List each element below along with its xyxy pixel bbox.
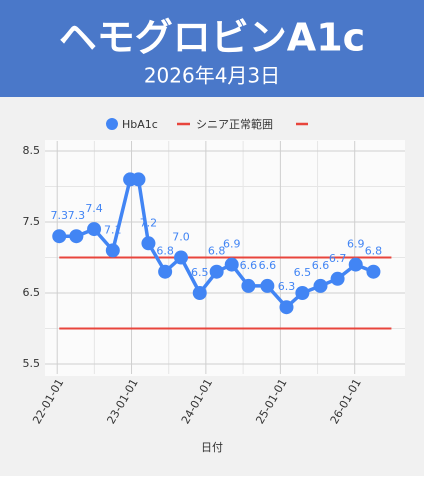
- data-label: 6.8: [156, 245, 174, 258]
- data-label: 7.0: [172, 231, 190, 244]
- data-label: 6.8: [208, 245, 226, 258]
- data-label: 6.5: [191, 266, 209, 279]
- legend-marker: [106, 118, 118, 130]
- data-label: 7.3: [68, 209, 86, 222]
- header-bar: [0, 0, 424, 97]
- data-label: 6.9: [347, 238, 365, 251]
- y-tick-label: 8.5: [23, 144, 41, 157]
- data-label: 6.5: [294, 266, 312, 279]
- data-point: [295, 286, 310, 300]
- y-tick-label: 6.5: [23, 286, 41, 299]
- data-point: [158, 264, 173, 279]
- data-point: [260, 278, 275, 293]
- x-axis-title: 日付: [201, 441, 223, 454]
- header-title: ヘモグロビンA1c: [59, 16, 365, 60]
- data-point: [224, 257, 239, 272]
- data-label: 6.3: [278, 280, 296, 293]
- data-point: [52, 229, 67, 244]
- header-date: 2026年4月3日: [144, 64, 280, 88]
- data-point: [141, 236, 156, 251]
- data-point: [174, 250, 189, 265]
- legend-label: HbA1c: [122, 118, 158, 131]
- data-label: 7.4: [85, 202, 103, 215]
- chart: 5.56.57.58.522-01-01 23-01-01 24-01-01 25-0…: [23, 117, 405, 454]
- data-point: [131, 172, 146, 187]
- data-label: 6.6: [312, 259, 330, 272]
- data-label: 6.8: [365, 245, 383, 258]
- data-point: [313, 278, 328, 293]
- data-point: [105, 243, 120, 258]
- data-point: [348, 257, 363, 272]
- data-label: 6.6: [259, 259, 277, 272]
- data-point: [366, 264, 381, 279]
- data-label: 7.3: [51, 209, 69, 222]
- y-tick-label: 5.5: [23, 357, 41, 370]
- data-point: [330, 271, 345, 286]
- data-label: 6.9: [223, 238, 241, 251]
- data-point: [192, 286, 207, 300]
- data-point: [209, 264, 224, 279]
- data-label: 6.7: [329, 252, 347, 265]
- data-label: 7.2: [140, 216, 158, 229]
- legend-label: シニア正常範囲: [196, 117, 273, 131]
- data-point: [241, 278, 256, 293]
- data-label: 6.6: [240, 259, 258, 272]
- data-point: [279, 300, 294, 315]
- data-label: 7.1: [104, 223, 122, 236]
- y-tick-label: 7.5: [23, 215, 41, 228]
- data-point: [87, 222, 102, 237]
- data-point: [69, 229, 84, 244]
